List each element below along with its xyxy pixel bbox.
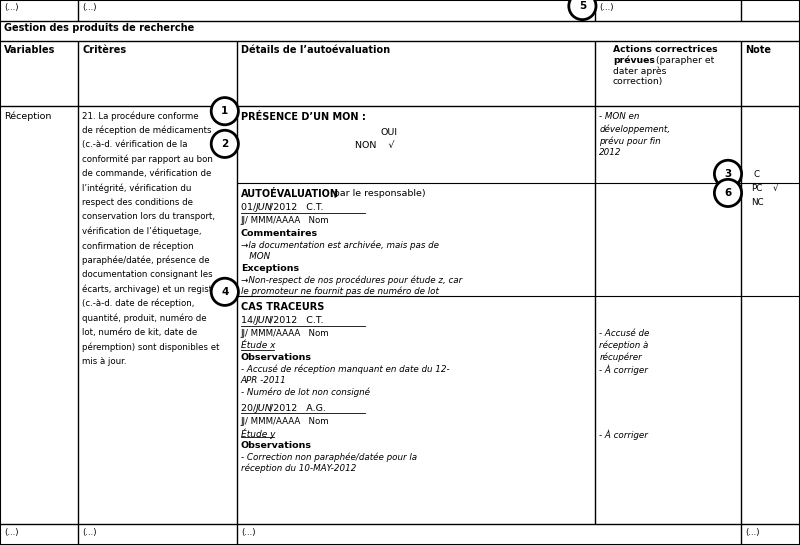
Text: (...): (...) (599, 3, 614, 13)
Ellipse shape (211, 98, 238, 125)
Text: JUN: JUN (255, 403, 272, 413)
Text: JJ/ MMM/AAAA   Nom: JJ/ MMM/AAAA Nom (241, 329, 330, 338)
Text: Commentaires: Commentaires (241, 229, 318, 238)
Text: 5: 5 (578, 1, 586, 11)
Text: JJ/ MMM/AAAA   Nom: JJ/ MMM/AAAA Nom (241, 216, 330, 225)
Text: l’intégrité, vérification du: l’intégrité, vérification du (82, 183, 192, 193)
Text: Note: Note (745, 45, 770, 55)
Text: Actions correctrices: Actions correctrices (613, 45, 718, 54)
Text: respect des conditions de: respect des conditions de (82, 198, 194, 207)
Text: (...): (...) (82, 3, 97, 13)
Text: JUN: JUN (255, 316, 272, 325)
Text: (par le responsable): (par le responsable) (327, 189, 426, 198)
Text: 2: 2 (221, 139, 229, 149)
Text: conformité par rapport au bon: conformité par rapport au bon (82, 155, 214, 164)
Text: (...): (...) (745, 528, 759, 537)
Text: vérification de l’étiquetage,: vérification de l’étiquetage, (82, 227, 202, 236)
Text: √: √ (773, 184, 778, 193)
Text: de commande, vérification de: de commande, vérification de (82, 169, 212, 178)
Text: /2012   C.T.: /2012 C.T. (267, 316, 324, 325)
Ellipse shape (211, 130, 238, 158)
Text: 01/: 01/ (241, 203, 259, 212)
Text: - MON en: - MON en (599, 112, 639, 122)
Text: AUTOÉVALUATION: AUTOÉVALUATION (241, 189, 339, 198)
Text: développement,: développement, (599, 124, 670, 134)
Text: 6: 6 (724, 188, 732, 198)
Text: (...): (...) (4, 528, 18, 537)
Text: (...): (...) (82, 528, 97, 537)
Text: péremption) sont disponibles et: péremption) sont disponibles et (82, 342, 220, 352)
Text: mis à jour.: mis à jour. (82, 357, 127, 366)
Text: C: C (754, 170, 760, 179)
Text: 2012: 2012 (599, 148, 622, 158)
Text: - Accusé de: - Accusé de (599, 329, 650, 338)
Text: 21. La procédure conforme: 21. La procédure conforme (82, 111, 199, 120)
Text: conservation lors du transport,: conservation lors du transport, (82, 213, 215, 221)
Text: (c.-à-d. date de réception,: (c.-à-d. date de réception, (82, 299, 194, 308)
Text: (...): (...) (4, 3, 18, 13)
Text: paraphée/datée, présence de: paraphée/datée, présence de (82, 256, 210, 265)
Text: dater après: dater après (613, 66, 666, 76)
Text: prévues: prévues (613, 56, 654, 65)
Text: (parapher et: (parapher et (653, 56, 714, 65)
Text: 14/: 14/ (241, 316, 259, 325)
Text: (...): (...) (241, 528, 255, 537)
Text: lot, numéro de kit, date de: lot, numéro de kit, date de (82, 328, 198, 337)
Text: documentation consignant les: documentation consignant les (82, 270, 213, 279)
Text: JUN: JUN (255, 203, 272, 212)
Text: Variables: Variables (4, 45, 55, 55)
Text: APR -2011: APR -2011 (241, 376, 286, 385)
Text: CAS TRACEURS: CAS TRACEURS (241, 301, 324, 312)
Text: - Correction non paraphée/datée pour la: - Correction non paraphée/datée pour la (241, 452, 417, 462)
Text: Réception: Réception (4, 111, 51, 120)
Text: MON: MON (241, 252, 270, 261)
Text: Exceptions: Exceptions (241, 264, 299, 273)
Text: de réception de médicaments: de réception de médicaments (82, 125, 212, 135)
Text: JJ/ MMM/AAAA   Nom: JJ/ MMM/AAAA Nom (241, 416, 330, 426)
Text: réception du 10-MAY-2012: réception du 10-MAY-2012 (241, 463, 356, 473)
Text: 4: 4 (221, 287, 229, 297)
Text: - À corriger: - À corriger (599, 365, 648, 376)
Text: Observations: Observations (241, 440, 312, 450)
Text: →Non-respect de nos procédures pour étude z, car: →Non-respect de nos procédures pour étud… (241, 276, 462, 286)
Text: prévu pour fin: prévu pour fin (599, 136, 661, 146)
Text: correction): correction) (613, 77, 663, 87)
Text: Étude x: Étude x (241, 341, 275, 350)
Text: Détails de l’autoévaluation: Détails de l’autoévaluation (241, 45, 390, 55)
Text: Observations: Observations (241, 353, 312, 362)
Text: /2012   C.T.: /2012 C.T. (267, 203, 324, 212)
Text: Critères: Critères (82, 45, 126, 55)
Text: - Numéro de lot non consigné: - Numéro de lot non consigné (241, 387, 370, 397)
Text: /2012   A.G.: /2012 A.G. (267, 403, 326, 413)
Text: 20/: 20/ (241, 403, 259, 413)
Text: →la documentation est archivée, mais pas de: →la documentation est archivée, mais pas… (241, 241, 439, 251)
Text: - Accusé de réception manquant en date du 12-: - Accusé de réception manquant en date d… (241, 365, 450, 374)
Text: le promoteur ne fournit pas de numéro de lot: le promoteur ne fournit pas de numéro de… (241, 287, 438, 296)
Text: NON    √: NON √ (355, 141, 394, 150)
Text: (c.-à-d. vérification de la: (c.-à-d. vérification de la (82, 140, 188, 149)
Text: Gestion des produits de recherche: Gestion des produits de recherche (4, 23, 194, 33)
Ellipse shape (714, 160, 742, 187)
Text: écarts, archivage) et un registre: écarts, archivage) et un registre (82, 284, 221, 294)
Text: 3: 3 (724, 169, 732, 179)
Text: PRÉSENCE D’UN MON :: PRÉSENCE D’UN MON : (241, 112, 366, 122)
Text: - À corriger: - À corriger (599, 429, 648, 440)
Text: NC: NC (751, 198, 764, 208)
Ellipse shape (569, 0, 596, 20)
Text: confirmation de réception: confirmation de réception (82, 241, 194, 251)
Text: Étude y: Étude y (241, 428, 275, 439)
Text: quantité, produit, numéro de: quantité, produit, numéro de (82, 313, 207, 323)
Text: 1: 1 (221, 106, 229, 116)
Text: récupérer: récupérer (599, 353, 642, 362)
Ellipse shape (211, 278, 238, 305)
Text: réception à: réception à (599, 341, 649, 350)
Text: OUI: OUI (380, 128, 398, 137)
Ellipse shape (714, 179, 742, 207)
Text: PC: PC (751, 184, 762, 193)
